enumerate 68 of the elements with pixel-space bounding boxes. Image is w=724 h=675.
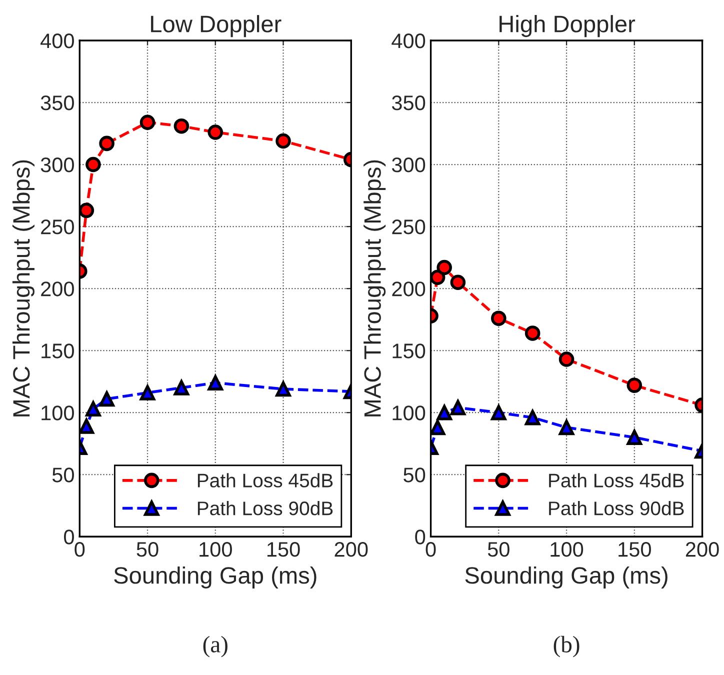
- point: [436, 404, 452, 420]
- legend-label: Path Loss 90dB: [549, 501, 684, 516]
- x-tick-label: 200: [334, 542, 368, 557]
- y-tick-label: 50: [404, 468, 426, 482]
- y-tick-label: 250: [392, 220, 426, 234]
- y-tick-label: 350: [40, 96, 74, 110]
- x-tick-label: 100: [200, 542, 232, 557]
- y-tick-label: 300: [40, 158, 74, 172]
- point: [430, 270, 446, 286]
- x-tick-label: 50: [136, 542, 158, 557]
- y-tick-label: 400: [40, 34, 74, 48]
- point: [491, 404, 506, 420]
- point: [558, 420, 574, 436]
- x-axis-title: Sounding Gap (ms): [114, 566, 316, 588]
- x-tick-label: 100: [550, 542, 584, 557]
- point: [276, 381, 291, 397]
- x-tick-label: 50: [488, 542, 510, 557]
- x-tick-label: 200: [686, 542, 719, 557]
- y-tick-label: 350: [392, 96, 426, 110]
- point: [626, 430, 642, 446]
- y-tick-label: 100: [392, 406, 426, 420]
- legend-label: Path Loss 90dB: [198, 501, 333, 516]
- text: (a): [203, 636, 228, 658]
- y-tick-label: 200: [392, 282, 426, 296]
- point: [491, 310, 506, 326]
- point: [558, 352, 574, 367]
- x-tick-label: 0: [426, 542, 436, 557]
- y-tick-label: 400: [392, 34, 426, 48]
- point: [626, 378, 642, 393]
- point: [450, 274, 466, 290]
- y-axis-title: MAC Throughput (Mbps): [12, 160, 34, 416]
- legend-label: Path Loss 45dB: [198, 473, 333, 488]
- point: [140, 114, 156, 130]
- y-tick-label: 100: [42, 406, 74, 420]
- y-axis-title: MAC Throughput (Mbps): [364, 160, 386, 416]
- point: [140, 385, 156, 400]
- point: [99, 391, 114, 407]
- point: [524, 410, 540, 426]
- point: [86, 401, 101, 417]
- point: [524, 326, 540, 341]
- y-tick-label: 0: [415, 530, 426, 544]
- x-tick-label: 150: [267, 542, 300, 557]
- point: [174, 118, 190, 134]
- point: [80, 202, 94, 218]
- point: [86, 156, 101, 172]
- point: [174, 380, 190, 396]
- point: [208, 375, 224, 390]
- y-tick-label: 150: [392, 344, 426, 358]
- x-tick-label: 0: [74, 542, 85, 557]
- legend-label: Path Loss 45dB: [549, 473, 684, 488]
- point: [99, 136, 114, 152]
- chart-title: Low Doppler: [151, 15, 282, 38]
- y-tick-label: 250: [41, 220, 74, 234]
- point: [80, 418, 94, 434]
- point: [430, 420, 446, 436]
- chart-title: High Doppler: [500, 15, 636, 38]
- y-tick-label: 150: [42, 344, 74, 358]
- y-tick-label: 50: [52, 468, 74, 482]
- point: [436, 260, 452, 276]
- y-tick-label: 200: [41, 282, 74, 296]
- x-tick-label: 150: [618, 542, 651, 557]
- y-tick-label: 0: [64, 530, 74, 544]
- point: [450, 400, 466, 416]
- point: [208, 124, 224, 140]
- y-tick-label: 300: [392, 158, 426, 172]
- point: [276, 133, 291, 149]
- text: (b): [554, 636, 580, 658]
- x-axis-title: Sounding Gap (ms): [465, 566, 668, 588]
